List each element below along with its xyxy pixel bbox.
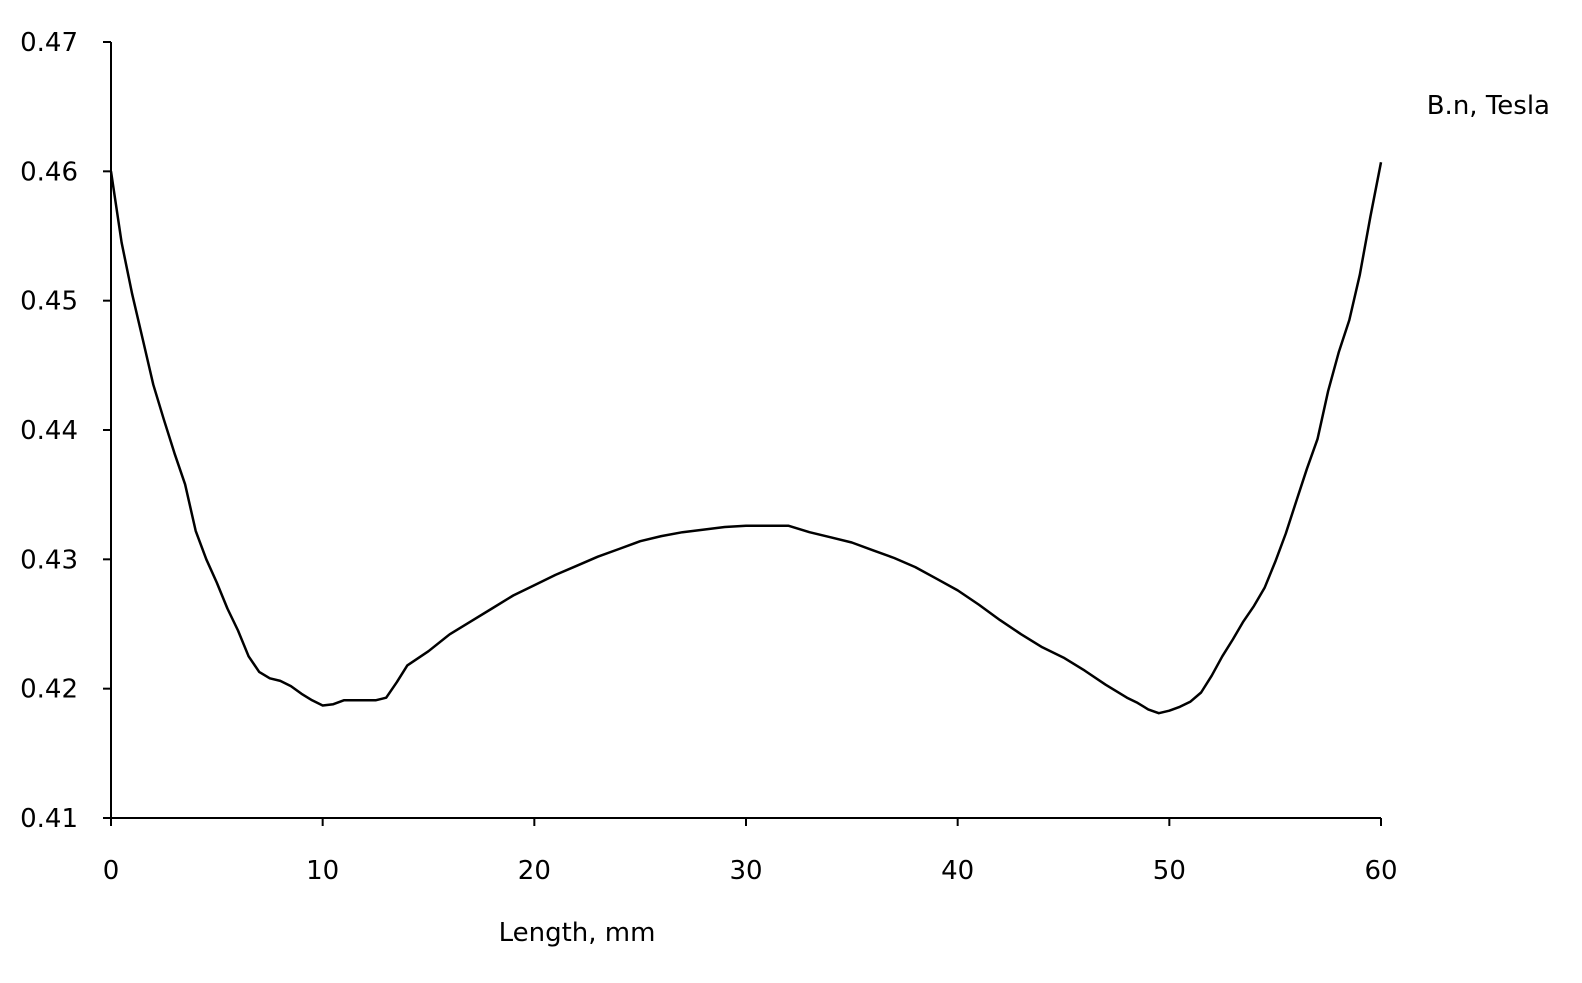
y-tick-label: 0.44 [20,416,78,446]
y-tick-label: 0.41 [20,804,78,834]
y-tick-label: 0.46 [20,157,78,187]
x-tick-label: 30 [729,856,762,886]
series [109,162,1383,715]
x-tick-label: 0 [103,856,120,886]
y-tick-label: 0.43 [20,545,78,575]
y-axis-title: B.n, Tesla [1427,91,1550,121]
y-tick-label: 0.45 [20,287,78,317]
x-tick-label: 60 [1364,856,1397,886]
x-tick-label: 20 [518,856,551,886]
series-line [109,162,1383,715]
ticks: 0.41 0.42 0.43 0.44 0.45 0.46 0.47 0 10 20 30 40 50 6… [20,28,1397,886]
y-tick-label: 0.42 [20,675,78,705]
x-tick-label: 50 [1153,856,1186,886]
x-tick-label: 40 [941,856,974,886]
y-tick-label: 0.47 [20,28,78,58]
x-axis-title: Length, mm [499,918,656,948]
x-tick-label: 10 [306,856,339,886]
